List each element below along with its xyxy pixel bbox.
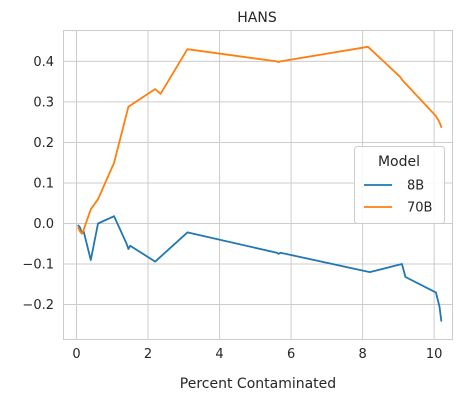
y-tick-label: 0.4 xyxy=(33,55,54,70)
series-line-8b xyxy=(77,215,443,322)
y-tick-label: 0.0 xyxy=(33,217,54,232)
legend-label-70b: 70B xyxy=(407,201,432,216)
x-tick-label: 0 xyxy=(72,347,80,362)
y-tick-label: −0.1 xyxy=(22,258,54,273)
x-tick-label: 4 xyxy=(215,347,223,362)
legend-title: Model xyxy=(378,154,420,170)
x-tick-label: 2 xyxy=(144,347,152,362)
y-tick-labels: −0.2 −0.1 0.0 0.1 0.2 0.3 0.4 xyxy=(22,55,54,313)
series-layer xyxy=(77,45,443,322)
chart-title: HANS xyxy=(237,10,277,26)
plot-frame xyxy=(63,30,453,340)
x-tick-label: 10 xyxy=(426,347,443,362)
legend-label-8b: 8B xyxy=(407,179,424,194)
x-tick-label: 8 xyxy=(358,347,366,362)
x-axis-label: Percent Contaminated xyxy=(180,376,336,392)
x-tick-labels: 0 2 4 6 8 10 xyxy=(72,347,442,362)
y-tick-label: 0.2 xyxy=(33,136,54,151)
y-tick-label: 0.1 xyxy=(33,176,54,191)
x-tick-label: 6 xyxy=(287,347,295,362)
series-line-70b xyxy=(77,45,443,235)
legend-box xyxy=(354,146,445,224)
y-tick-label: 0.3 xyxy=(33,95,54,110)
y-tick-label: −0.2 xyxy=(22,298,54,313)
